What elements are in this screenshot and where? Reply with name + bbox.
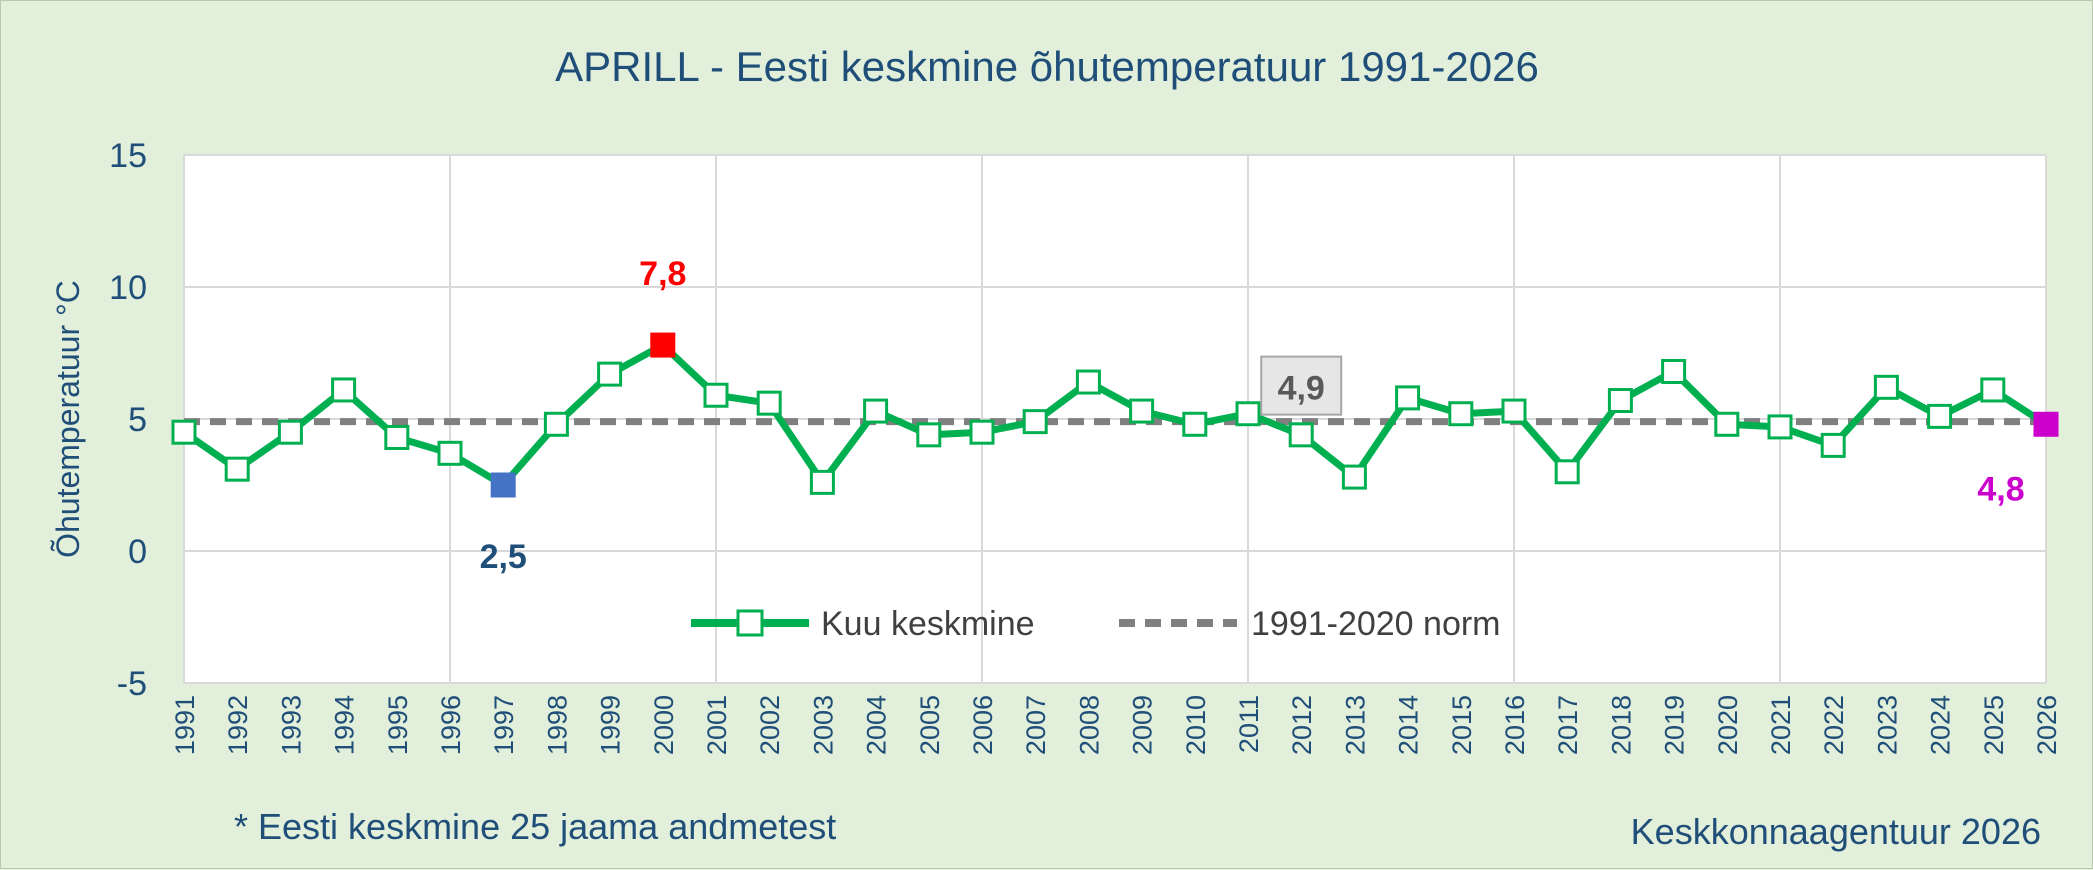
legend-label-monthly-mean: Kuu keskmine (821, 605, 1035, 643)
data-point (1448, 401, 1474, 427)
data-point (384, 424, 410, 450)
x-tick-label: 2008 (1074, 695, 1104, 755)
data-point (1341, 464, 1367, 490)
legend-marker-monthly-mean (736, 609, 764, 637)
data-point (543, 411, 569, 437)
x-tick-label: 1992 (223, 695, 253, 755)
x-tick-label: 2016 (1500, 695, 1530, 755)
data-point (1501, 398, 1527, 424)
x-tick-label: 1999 (596, 695, 626, 755)
x-tick-label: 2002 (755, 695, 785, 755)
x-tick-label: 2003 (808, 695, 838, 755)
data-point (863, 398, 889, 424)
x-tick-label: 2015 (1447, 695, 1477, 755)
annotation-label: 4,8 (1977, 470, 2024, 508)
data-point (1288, 422, 1314, 448)
x-tick-label: 2009 (1128, 695, 1158, 755)
data-point (1022, 409, 1048, 435)
x-tick-label: 2006 (968, 695, 998, 755)
chart-title: APRILL - Eesti keskmine õhutemperatuur 1… (555, 43, 1539, 90)
y-tick-label: 10 (109, 269, 147, 307)
y-axis-ticks: 15 10 5 0 -5 (109, 137, 147, 703)
x-tick-label: 2017 (1553, 695, 1583, 755)
data-point (1714, 411, 1740, 437)
data-annotations: 7,8 2,5 4,9 4,8 (480, 255, 2025, 576)
x-tick-label: 2012 (1287, 695, 1317, 755)
data-point (171, 419, 197, 445)
footer-note: * Eesti keskmine 25 jaama andmetest (234, 806, 836, 847)
annotation-label: 2,5 (480, 538, 527, 576)
y-tick-label: 0 (128, 533, 147, 571)
x-tick-label: 2026 (2032, 695, 2062, 755)
x-tick-label: 2013 (1340, 695, 1370, 755)
data-point (1235, 401, 1261, 427)
legend-label-norm: 1991-2020 norm (1251, 605, 1501, 643)
x-tick-label: 2010 (1181, 695, 1211, 755)
data-point (809, 469, 835, 495)
data-point (916, 422, 942, 448)
data-point (1873, 374, 1899, 400)
data-point (1661, 358, 1687, 384)
x-tick-label: 2014 (1394, 695, 1424, 755)
data-point-min (490, 472, 516, 498)
data-point (1075, 369, 1101, 395)
annotation-label: 4,9 (1278, 370, 1325, 408)
data-point (1820, 432, 1846, 458)
x-tick-label: 2023 (1872, 695, 1902, 755)
x-tick-label: 2004 (862, 695, 892, 755)
x-tick-label: 2022 (1819, 695, 1849, 755)
x-tick-label: 2021 (1766, 695, 1796, 755)
y-tick-label: 5 (128, 401, 147, 439)
legend: Kuu keskmine 1991-2020 norm (691, 605, 1501, 643)
x-tick-label: 2001 (702, 695, 732, 755)
x-tick-label: 2005 (915, 695, 945, 755)
data-point (1554, 459, 1580, 485)
data-point (756, 390, 782, 416)
y-tick-label: -5 (117, 665, 147, 703)
annotation-box (1260, 355, 1343, 416)
data-point (1395, 385, 1421, 411)
x-tick-label: 2024 (1926, 695, 1956, 755)
x-tick-label: 1991 (170, 695, 200, 755)
x-tick-label: 2011 (1234, 695, 1264, 753)
data-point (437, 440, 463, 466)
x-tick-label: 2025 (1979, 695, 2009, 755)
x-tick-label: 2019 (1660, 695, 1690, 755)
data-point (1767, 414, 1793, 440)
data-point (224, 456, 250, 482)
data-point (331, 377, 357, 403)
data-point (1607, 388, 1633, 414)
x-tick-label: 1994 (330, 695, 360, 755)
data-point (703, 382, 729, 408)
footer-source: Keskkonnaagentuur 2026 (1631, 811, 2041, 852)
monthly-mean-series (171, 332, 2059, 498)
x-tick-label: 1997 (489, 695, 519, 755)
x-tick-label: 1998 (542, 695, 572, 755)
x-tick-label: 1993 (276, 695, 306, 755)
x-tick-label: 2018 (1606, 695, 1636, 755)
data-point (1927, 403, 1953, 429)
y-axis-label: Õhutemperatuur °C (50, 280, 86, 558)
data-point (277, 419, 303, 445)
data-point (1182, 411, 1208, 437)
data-point-max (650, 332, 676, 358)
x-tick-label: 1996 (436, 695, 466, 755)
data-point (1129, 398, 1155, 424)
data-point (969, 419, 995, 445)
x-tick-label: 1995 (383, 695, 413, 755)
x-axis-ticks: 1991 1992 1993 1994 1995 1996 1997 1998 1999 2000… (170, 695, 2062, 755)
annotation-label: 7,8 (639, 255, 686, 293)
x-tick-label: 2000 (649, 695, 679, 755)
y-tick-label: 15 (109, 137, 147, 175)
data-point (1980, 377, 2006, 403)
data-point-last (2033, 411, 2059, 437)
x-tick-label: 2007 (1021, 695, 1051, 755)
x-tick-label: 2020 (1713, 695, 1743, 755)
data-point (597, 361, 623, 387)
